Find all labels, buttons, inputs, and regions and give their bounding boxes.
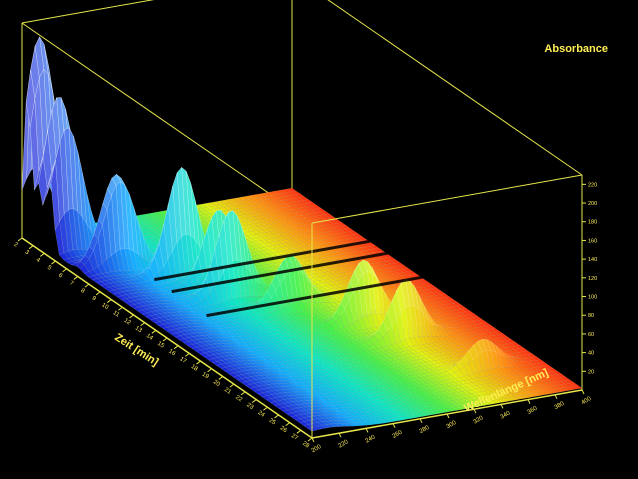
surface-cell: [559, 387, 570, 392]
surface-cell: [514, 395, 525, 400]
box-edge: [21, 22, 313, 224]
surface-cell: [563, 386, 574, 391]
surface-cell: [550, 389, 561, 394]
surface-cell: [518, 394, 529, 399]
surface-cell: [532, 392, 543, 397]
bounding-box-back: [21, 0, 583, 390]
surface-cell: [455, 405, 466, 410]
surface-cell: [464, 404, 475, 409]
surface-cell: [541, 390, 552, 395]
surface-cell: [523, 393, 534, 398]
surface-cell: [487, 400, 498, 405]
surface-cell: [568, 385, 579, 390]
box-edge: [21, 0, 155, 24]
absorbance-tick-label: 160: [588, 238, 597, 244]
absorbance-tick-label: 140: [588, 257, 597, 263]
surface-cell: [527, 393, 538, 398]
absorbance-tick-label: 120: [588, 276, 597, 282]
absorbance-tick-label: 200: [588, 201, 597, 207]
surface-cell: [572, 385, 583, 390]
surface-cell: [545, 389, 556, 394]
absorbance-tick-label: 220: [588, 182, 597, 188]
absorbance-axis-title: Absorbance: [544, 43, 608, 55]
absorbance-tick-label: 100: [588, 295, 597, 301]
surface-cell: [554, 388, 565, 393]
surface-cell: [478, 401, 489, 406]
surface-cell: [500, 397, 511, 402]
absorbance-tick-label: 60: [588, 332, 594, 338]
absorbance-tick-label: 180: [588, 220, 597, 226]
absorbance-tick-label: 40: [588, 351, 594, 357]
surface-mesh: [21, 36, 583, 432]
box-edge: [327, 0, 583, 176]
absorbance-tick-label: 20: [588, 369, 594, 375]
absorbance-tick-label: 80: [588, 313, 594, 319]
surface-cell: [536, 391, 547, 396]
